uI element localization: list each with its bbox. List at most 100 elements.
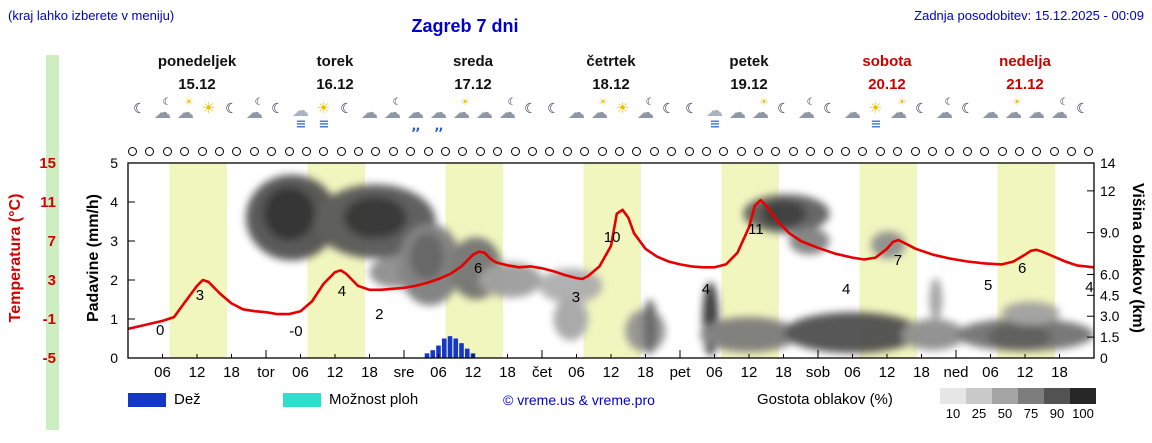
moon-icon: ☾ bbox=[912, 97, 932, 135]
cloud-cover-circle bbox=[1049, 147, 1059, 156]
cloud-cover-circle bbox=[632, 147, 642, 156]
day-name: petek bbox=[729, 53, 769, 70]
day-date: 16.12 bbox=[316, 76, 354, 93]
temperature-value-label: 2 bbox=[375, 306, 383, 323]
credit-link[interactable]: © vreme.us & vreme.pro bbox=[503, 392, 655, 408]
fog-icon: ☁ ≡ bbox=[705, 97, 725, 135]
hour-label: 18 bbox=[499, 364, 516, 381]
cloud-cover-circle bbox=[649, 147, 659, 156]
cloud-glyph: ☁ bbox=[1051, 103, 1068, 123]
day-name: ponedeljek bbox=[157, 53, 237, 70]
cloud-glyph: ☁ bbox=[499, 103, 516, 123]
day-date: 17.12 bbox=[454, 76, 492, 93]
temperature-value-label: 7 bbox=[894, 252, 902, 269]
cloud-cover-circle bbox=[441, 147, 451, 156]
density-tick-label: 10 bbox=[945, 406, 961, 421]
moon-glyph: ☾ bbox=[133, 101, 146, 117]
temperature-value-label: 4 bbox=[1085, 279, 1093, 296]
moon-icon: ☾ bbox=[958, 97, 978, 135]
moon-sm-glyph: ☾ bbox=[392, 97, 402, 108]
precip-tick-label: 2 bbox=[110, 272, 118, 288]
cloud-density-label: Gostota oblakov (%) bbox=[757, 391, 893, 408]
temperature-axis-title: Temperatura (°C) bbox=[7, 194, 24, 323]
cloud-glyph: ☁ bbox=[798, 103, 815, 123]
cloud-moon-icon: ☾ ☁ bbox=[498, 97, 518, 135]
cloud-cover-circle bbox=[997, 147, 1007, 156]
temperature-value-label: 3 bbox=[572, 289, 580, 306]
cloud-blob bbox=[263, 186, 315, 241]
hour-label: 18 bbox=[637, 364, 654, 381]
precip-tick-label: 0 bbox=[110, 350, 118, 366]
moon-glyph: ☾ bbox=[271, 101, 284, 117]
day-date: 15.12 bbox=[178, 76, 216, 93]
temp-tick-label: -5 bbox=[43, 350, 56, 367]
cloud-cover-circle bbox=[527, 147, 537, 156]
cloud-icon: ☁ bbox=[843, 97, 863, 135]
moon-sm-glyph: ☾ bbox=[507, 97, 517, 108]
density-swatch bbox=[1044, 388, 1070, 404]
temperature-value-label: 0 bbox=[156, 322, 164, 339]
cloud2-glyph: ☁ bbox=[292, 101, 309, 121]
hour-label: 18 bbox=[913, 364, 930, 381]
precip-tick-label: 1 bbox=[110, 311, 118, 327]
temp-tick-label: 3 bbox=[48, 272, 56, 289]
cloud-moon-icon: ☾ ☁ bbox=[245, 97, 265, 135]
moon-sm-glyph: ☾ bbox=[944, 97, 954, 108]
rain-bar bbox=[424, 353, 430, 358]
day-abbrev-label: sob bbox=[806, 364, 830, 381]
density-swatch bbox=[1070, 388, 1096, 404]
cloud-blob bbox=[343, 196, 407, 240]
fog-glyph: ≡ bbox=[870, 117, 882, 132]
temperature-value-label: 6 bbox=[1018, 260, 1026, 277]
day-date: 19.12 bbox=[730, 76, 768, 93]
cloud-glyph: ☁ bbox=[591, 103, 608, 123]
drizzle-glyph: ,, bbox=[434, 119, 444, 134]
icon-row-petek: ☾ ☁ ≡ ☁ ☀ ☁ ☾ ☾ ☁ bbox=[680, 97, 818, 139]
icon-row-ponedeljek: ☾ ☾ ☁ ☀ ☁ ☀ ☾ ☾ ☁ bbox=[128, 97, 266, 139]
sun-cloud-icon: ☀ ☁ bbox=[1004, 97, 1024, 135]
cloud-cover-circle bbox=[336, 147, 346, 156]
cloud-cover-circle bbox=[597, 147, 607, 156]
cloud-cover-circle bbox=[475, 147, 485, 156]
icon-row-nedelja: ☾ ☁ ☀ ☁ ☁ ☾ ☁ ☾ bbox=[956, 97, 1094, 139]
moon-sm-glyph: ☾ bbox=[162, 97, 172, 108]
cloud-cover-circle bbox=[1067, 147, 1077, 156]
hour-label: 06 bbox=[430, 364, 447, 381]
cloud-cover-circle bbox=[684, 147, 694, 156]
rain-bar bbox=[447, 336, 453, 358]
cloud-blob bbox=[783, 312, 922, 354]
cloud-cover-circle-row bbox=[128, 147, 1094, 157]
moon-icon: ☾ bbox=[544, 97, 564, 135]
moon-sm-glyph: ☾ bbox=[1059, 97, 1069, 108]
page-title: Zagreb 7 dni bbox=[411, 16, 519, 36]
moon-icon: ☾ bbox=[521, 97, 541, 135]
showers-legend-swatch bbox=[283, 393, 321, 407]
precip-tick-label: 3 bbox=[110, 233, 118, 249]
rain-bar bbox=[436, 345, 441, 358]
icon-row-torek: ☾ ☁ ≡ ☀ ≡ ☾ ☁ ☾ ☁ bbox=[266, 97, 404, 139]
day-name: sreda bbox=[452, 53, 494, 70]
cloud-km-tick-label: 12 bbox=[1100, 183, 1116, 199]
cloud-cover-circle bbox=[128, 147, 137, 156]
cloud-cover-circle bbox=[980, 147, 990, 156]
cloud-blob bbox=[760, 200, 807, 228]
moon-icon: ☾ bbox=[337, 97, 357, 135]
cloud-density-tick-labels: 10 25 50 75 90 100 bbox=[940, 406, 1096, 421]
cloud-glyph: ☁ bbox=[729, 103, 746, 123]
temperature-value-label: 10 bbox=[604, 229, 621, 246]
sun-cloud-icon: ☀ ☁ bbox=[452, 97, 472, 135]
hour-label: 18 bbox=[361, 364, 378, 381]
temp-tick-label: 7 bbox=[48, 233, 56, 250]
drizzle-glyph: ,, bbox=[411, 119, 421, 134]
cloud-cover-circle bbox=[841, 147, 851, 156]
moon-glyph: ☾ bbox=[777, 101, 790, 117]
cloud-moon-icon: ☾ ☁ bbox=[153, 97, 173, 135]
density-tick-label: 90 bbox=[1049, 406, 1065, 421]
moon-glyph: ☾ bbox=[340, 101, 353, 117]
temperature-value-label: 6 bbox=[474, 260, 482, 277]
density-tick-label: 50 bbox=[997, 406, 1013, 421]
cloud-blob bbox=[478, 262, 542, 298]
cloud-km-tick-label: 14 bbox=[1100, 155, 1116, 171]
sun-sm-glyph: ☀ bbox=[759, 97, 769, 108]
